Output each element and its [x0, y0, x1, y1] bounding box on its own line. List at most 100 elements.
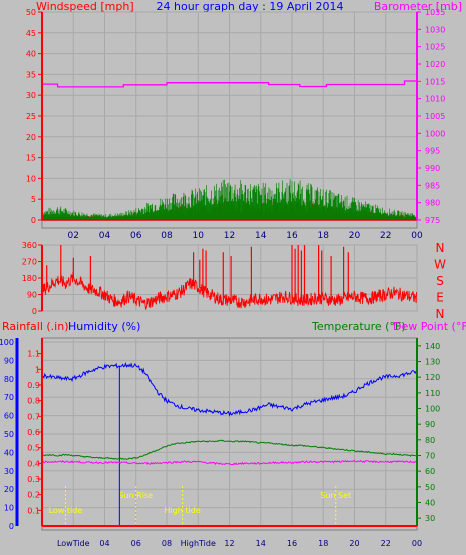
wind-y-tick-label: 35 — [26, 70, 36, 79]
direction-y-tick-label: 0 — [32, 307, 37, 316]
wind-y-tick-label: 0 — [31, 216, 36, 225]
wind-x-tick-label: 02 — [68, 231, 79, 241]
temp-x-tick-label: 18 — [318, 539, 328, 548]
temp-x-tick-label: 06 — [131, 539, 141, 548]
wind-x-tick-label: 04 — [99, 231, 111, 241]
rain-y-tick-label: 0.4 — [27, 459, 40, 468]
temp-x-tick-label: 12 — [224, 539, 234, 548]
temp-y-tick-label: 130 — [425, 358, 440, 367]
rain-y-tick-label: 1 — [35, 365, 40, 374]
baro-y-tick-label: 1010 — [425, 95, 445, 104]
temp-y-tick-label: 60 — [425, 467, 435, 476]
baro-y-tick-label: 1035 — [425, 8, 445, 17]
rain-y-tick-label: 0.6 — [27, 428, 40, 437]
temp-y-tick-label: 120 — [425, 373, 440, 382]
humidity-y-tick-label: 10 — [4, 504, 14, 513]
direction-series — [41, 245, 417, 310]
baro-y-tick-label: 975 — [425, 216, 440, 225]
annotation-label: Low tide — [49, 506, 83, 515]
wind-y-tick-label: 45 — [26, 29, 36, 38]
temp-y-tick-label: 100 — [425, 405, 440, 414]
temperature-series — [41, 439, 418, 460]
direction-compass-label: N — [436, 307, 445, 321]
baro-y-tick-label: 985 — [425, 181, 440, 190]
humidity-y-tick-label: 80 — [4, 375, 14, 384]
humidity-y-tick-label: 20 — [4, 485, 14, 494]
direction-spikes — [46, 245, 349, 301]
baro-y-tick-label: 990 — [425, 164, 440, 173]
humidity-series — [41, 362, 418, 417]
barometer-axis-label: Barometer [mb] — [374, 0, 462, 13]
wind-x-tick-label: 10 — [193, 231, 205, 241]
rain-y-tick-label: 0.3 — [27, 475, 40, 484]
wind-y-tick-label: 40 — [26, 50, 36, 59]
direction-y-tick-label: 90 — [27, 291, 37, 300]
temp-x-tick-label: 22 — [381, 539, 391, 548]
baro-y-tick-label: 980 — [425, 199, 440, 208]
temp-y-tick-label: 80 — [425, 436, 435, 445]
humidity-y-tick-label: 50 — [4, 430, 14, 439]
rain-y-tick-label: 0.2 — [27, 491, 40, 500]
wind-x-tick-label: 12 — [224, 231, 235, 241]
annotation-label: Sun Rise — [118, 491, 153, 500]
baro-y-tick-label: 1025 — [425, 43, 445, 52]
dewpoint-series — [41, 459, 418, 466]
humidity-axis-label: Humidity (%) — [68, 320, 140, 333]
humidity-y-tick-label: 40 — [4, 448, 14, 457]
graph-title: 24 hour graph day : 19 April 2014 — [157, 0, 344, 13]
temp-x-tick-label: 16 — [287, 539, 297, 548]
wind-x-tick-label: 14 — [255, 231, 267, 241]
rain-y-tick-label: 0.7 — [27, 412, 40, 421]
temp-y-tick-label: 110 — [425, 389, 440, 398]
wind-y-tick-label: 20 — [26, 133, 36, 142]
wind-x-tick-label: 22 — [380, 231, 391, 241]
annotation-label: Sun Set — [320, 491, 351, 500]
humidity-y-tick-label: 100 — [0, 338, 14, 347]
wind-x-tick-label: 00 — [411, 231, 423, 241]
wind-x-tick-label: 16 — [286, 231, 298, 241]
wind-y-tick-label: 5 — [31, 195, 36, 204]
direction-y-tick-label: 270 — [22, 258, 37, 267]
wind-x-tick-label: 06 — [130, 231, 142, 241]
wind-grid — [42, 11, 418, 221]
temp-x-tick-label: HighTide — [181, 539, 216, 548]
rain-y-tick-label: 0.9 — [27, 381, 40, 390]
wind-y-tick-label: 30 — [26, 91, 36, 100]
humidity-y-tick-label: 70 — [4, 393, 14, 402]
wind-y-tick-label: 50 — [26, 8, 36, 17]
wind-y-tick-label: 25 — [26, 112, 36, 121]
wind-y-tick-label: 10 — [26, 174, 36, 183]
rain-y-tick-label: 0.1 — [27, 506, 40, 515]
direction-y-tick-label: 360 — [22, 241, 37, 250]
temp-series: Low tide Sun Rise High tide Sun Set — [41, 362, 418, 527]
wind-axes: 0510152025303540455097598098599099510001… — [26, 8, 446, 241]
temp-x-tick-label: 08 — [162, 539, 172, 548]
humidity-y-tick-label: 60 — [4, 412, 14, 421]
annotation-label: High tide — [164, 506, 200, 515]
temp-x-tick-label: 04 — [99, 539, 109, 548]
temp-y-tick-label: 140 — [425, 342, 440, 351]
humidity-y-tick-label: 90 — [4, 356, 14, 365]
wind-x-tick-label: 20 — [349, 231, 361, 241]
wind-x-tick-label: 18 — [318, 231, 330, 241]
barometer-series — [42, 80, 418, 88]
baro-y-tick-label: 1000 — [425, 129, 445, 138]
temperature-axis-label: Temperature (°F) — [311, 320, 406, 333]
rainfall-axis-label: Rainfall (.in) — [2, 320, 69, 333]
windspeed-axis-label: Windspeed [mph] — [36, 0, 134, 13]
wind-x-tick-label: 08 — [161, 231, 173, 241]
dewpoint-axis-label: Dew Point (°F) — [393, 320, 466, 333]
rain-y-tick-label: 0.8 — [27, 397, 40, 406]
baro-y-tick-label: 995 — [425, 147, 440, 156]
baro-y-tick-label: 1020 — [425, 60, 445, 69]
humidity-y-tick-label: 0 — [9, 522, 14, 531]
baro-y-tick-label: 1015 — [425, 77, 445, 86]
rain-y-tick-label: 1.1 — [27, 350, 40, 359]
temp-axes: 01020304050607080901000.10.20.30.40.50.6… — [0, 338, 440, 548]
baro-y-tick-label: 1030 — [425, 25, 445, 34]
temp-x-tick-label: 20 — [349, 539, 359, 548]
direction-series — [41, 272, 417, 310]
